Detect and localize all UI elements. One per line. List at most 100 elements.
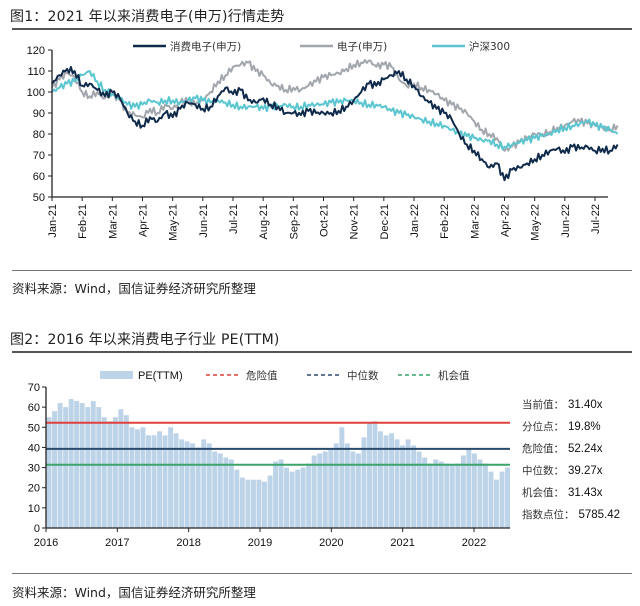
y-tick-label: 70 [33, 150, 45, 162]
stat-label: 中位数： [522, 464, 564, 477]
pe-bar [234, 469, 240, 528]
pe-bar [212, 451, 218, 528]
y-tick-label: 30 [28, 463, 40, 475]
x-tick-label: Dec-21 [379, 204, 391, 239]
series-line-consumer-electronics [51, 65, 619, 182]
y-tick-label: 110 [27, 66, 45, 78]
pe-bar [344, 443, 350, 528]
pe-bar [151, 435, 157, 528]
pe-bar [306, 463, 312, 528]
stat-value: 5785.42 [579, 509, 621, 521]
y-tick-label: 60 [28, 402, 40, 414]
pe-bar [118, 409, 124, 528]
pe-bar [52, 411, 58, 528]
pe-bar [444, 463, 450, 528]
pe-bar [339, 427, 345, 528]
pe-bar [328, 449, 334, 528]
x-tick-label: Mar-22 [469, 204, 481, 239]
y-tick-label: 120 [27, 45, 45, 57]
pe-bar [449, 465, 455, 528]
figure1-source-rule [12, 270, 632, 271]
pe-bar [433, 459, 439, 528]
pe-bar [455, 463, 461, 528]
figure2-source: 资料来源：Wind，国信证券经济研究所整理 [12, 585, 256, 600]
pe-bar [394, 439, 400, 528]
pe-bar [267, 475, 273, 528]
pe-bar [372, 421, 378, 528]
pe-bar [273, 461, 279, 528]
figure1-title-rule [12, 28, 632, 30]
pe-bar [477, 459, 483, 528]
legend-swatch-pe [100, 371, 133, 379]
legend-label: 消费电子(申万) [170, 40, 241, 53]
pe-bar [96, 407, 102, 528]
pe-bar [63, 407, 69, 528]
pe-bar [405, 439, 411, 528]
legend-label: 电子(申万) [337, 40, 387, 53]
x-tick-label: Mar-21 [107, 204, 119, 239]
pe-bar [499, 471, 505, 528]
y-tick-label: 80 [33, 129, 45, 141]
x-tick-label: 2020 [319, 537, 343, 549]
x-tick-label: Nov-21 [349, 204, 361, 239]
pe-bar [195, 447, 201, 528]
y-tick-label: 60 [33, 171, 45, 183]
pe-bar [162, 435, 168, 528]
x-tick-label: 2017 [105, 537, 129, 549]
pe-bar [85, 407, 91, 528]
figure2-title: 图2：2016 年以来消费电子行业 PE(TTM) [10, 332, 280, 348]
pe-bar [416, 451, 422, 528]
x-tick-label: 2022 [462, 537, 486, 549]
stat-label: 分位点： [522, 420, 564, 433]
pe-bar [239, 477, 245, 528]
y-tick-label: 100 [27, 87, 45, 99]
pe-bar [289, 471, 295, 528]
pe-bar [411, 445, 417, 528]
pe-bar [201, 439, 207, 528]
pe-bar [488, 471, 494, 528]
x-tick-label: Feb-22 [439, 204, 451, 239]
x-tick-label: Sep-21 [288, 204, 300, 239]
pe-bar [228, 459, 234, 528]
y-tick-label: 70 [28, 382, 40, 394]
pe-bar [460, 455, 466, 528]
pe-bar [383, 435, 389, 528]
pe-bar [217, 453, 223, 528]
pe-bar [223, 457, 229, 528]
y-tick-label: 90 [33, 108, 45, 120]
y-tick-label: 0 [34, 523, 40, 535]
pe-bar [146, 435, 151, 528]
x-tick-label: Jun-21 [198, 204, 210, 238]
pe-bar [378, 431, 383, 528]
pe-bar [123, 415, 129, 528]
pe-bar [135, 429, 140, 528]
x-tick-label: Apr-21 [138, 204, 150, 237]
figure1-line-chart: 50 60 70 80 90 100 110 120 Jan-21 Feb-21 Mar-21 Apr… [27, 40, 619, 241]
pe-bar [471, 453, 477, 528]
pe-bar [278, 459, 284, 528]
figure2-title-rule [12, 351, 632, 353]
pe-bar [68, 399, 74, 528]
pe-bar [389, 433, 395, 528]
pe-bar [168, 427, 174, 528]
pe-bar [184, 441, 190, 528]
pe-bar [350, 451, 356, 528]
stat-value: 39.27x [568, 465, 603, 477]
x-tick-label: 2019 [248, 537, 272, 549]
pe-bar [46, 417, 52, 528]
x-tick-label: Jan-22 [409, 204, 421, 238]
pe-bar [256, 479, 262, 528]
stat-label: 机会值： [522, 486, 564, 499]
x-tick-label: Jul-22 [590, 204, 602, 234]
pe-bar [251, 479, 256, 528]
legend-label: 沪深300 [469, 40, 510, 53]
pe-bar [427, 463, 433, 528]
figure1-source: 资料来源：Wind，国信证券经济研究所整理 [12, 281, 256, 296]
pe-bar [505, 467, 511, 528]
stat-label: 危险值： [522, 442, 564, 455]
pe-bar [367, 423, 372, 528]
figure2-pe-chart: 0 10 20 30 40 50 60 70 2016 2017 2018 2019 2020 2021 2… [28, 369, 621, 549]
figure1-title: 图1：2021 年以来消费电子(申万)行情走势 [10, 9, 285, 25]
pe-bar [333, 443, 339, 528]
pe-bar [107, 421, 113, 528]
